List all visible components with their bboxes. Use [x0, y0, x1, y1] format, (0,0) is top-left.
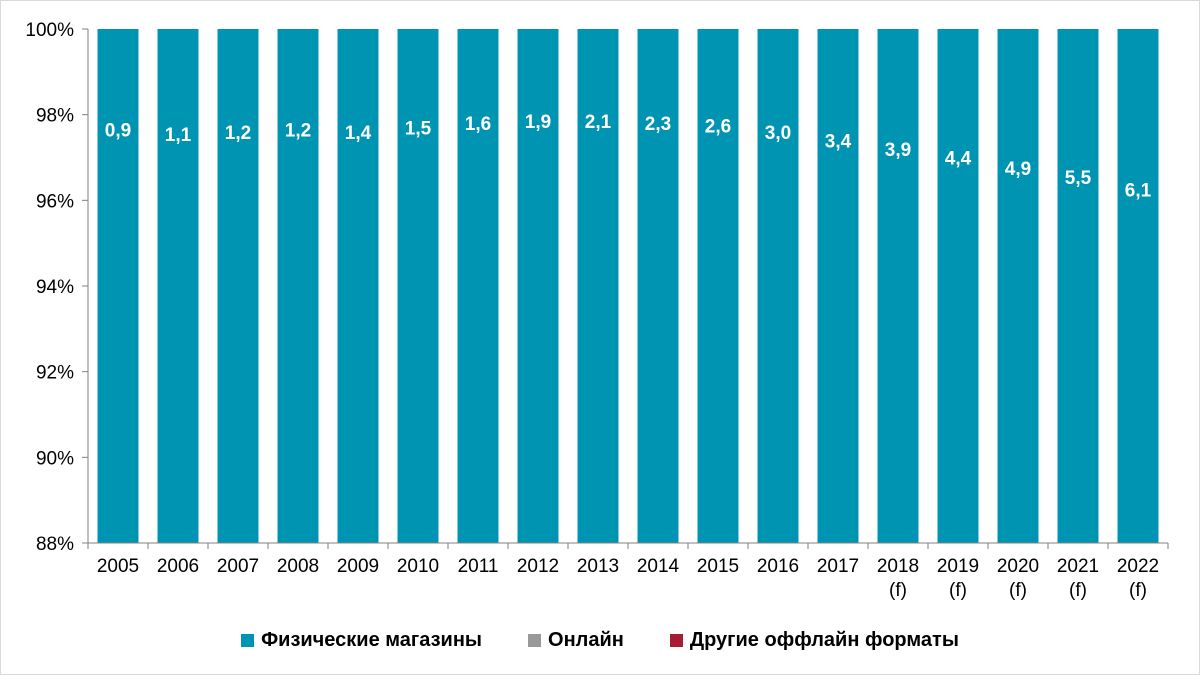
x-tick-label: 2010 [397, 556, 439, 577]
bar-segment-physical [337, 29, 379, 543]
data-label: 2,6 [705, 116, 731, 137]
data-label: 2,3 [645, 114, 671, 135]
x-tick-label: 2006 [157, 556, 199, 577]
bar-segment-physical [817, 29, 859, 543]
data-label: 1,6 [465, 114, 491, 135]
data-label: 2,1 [585, 112, 612, 133]
y-tick-label: 90% [36, 448, 74, 469]
x-tick-label: 2022 [1117, 556, 1159, 577]
bar-segment-physical [397, 29, 439, 543]
bar-segment-physical [697, 29, 739, 543]
legend-label-physical: Физические магазины [261, 628, 483, 651]
bar-segment-physical [517, 29, 559, 543]
x-tick-label: 2011 [458, 556, 499, 577]
bar-segment-physical [577, 29, 619, 543]
y-tick-label: 88% [36, 534, 74, 555]
data-label: 1,5 [405, 119, 432, 140]
x-tick-label: (f) [1069, 580, 1087, 601]
legend-label-online: Онлайн [548, 628, 624, 651]
y-tick-label: 98% [36, 106, 74, 127]
data-label: 4,4 [945, 149, 972, 170]
x-tick-label: 2005 [97, 556, 139, 577]
bar-segment-physical [457, 29, 499, 543]
legend-item-online: Онлайн [528, 629, 624, 652]
legend-swatch-physical [241, 633, 255, 647]
data-label: 1,9 [525, 112, 551, 133]
x-tick-label: 2008 [277, 556, 319, 577]
bars-group [97, 29, 1159, 543]
x-tick-label: 2019 [937, 556, 979, 577]
bar-segment-physical [1117, 29, 1159, 543]
y-tick-label: 92% [36, 363, 74, 384]
y-tick-label: 94% [36, 277, 74, 298]
legend: Физические магазины Онлайн Другие оффлай… [0, 622, 1200, 658]
x-tick-label: 2007 [217, 556, 259, 577]
x-tick-label: 2021 [1057, 556, 1099, 577]
data-label: 1,1 [165, 125, 192, 146]
bar-segment-physical [217, 29, 259, 543]
data-label: 0,9 [105, 121, 131, 142]
bar-segment-physical [1057, 29, 1099, 543]
stacked-bar-chart: 2005 2006 2007 2008 2009 2010 2011 2012 2013 2014… [25, 20, 1169, 601]
bar-segment-physical [97, 29, 139, 543]
x-tick-label: (f) [1129, 580, 1147, 601]
legend-label-other-offline: Другие оффлайн форматы [689, 628, 959, 651]
y-tick-label: 100% [25, 20, 74, 41]
x-tick-label: 2014 [637, 556, 680, 577]
legend-swatch-online [528, 633, 542, 647]
x-tick-label: 2018 [877, 556, 919, 577]
bar-segment-physical [277, 29, 319, 543]
x-tick-label: (f) [1009, 580, 1027, 601]
data-label: 3,9 [885, 140, 911, 161]
data-label: 5,5 [1065, 168, 1092, 189]
x-tick-label: (f) [889, 580, 907, 601]
x-tick-label: 2017 [817, 556, 859, 577]
legend-item-other-offline: Другие оффлайн форматы [669, 628, 959, 652]
x-tick-label: 2013 [577, 556, 619, 577]
data-label: 3,4 [825, 131, 852, 152]
bar-segment-physical [757, 29, 799, 543]
bar-segment-physical [997, 29, 1039, 543]
axes-group: 2005 2006 2007 2008 2009 2010 2011 2012 2013 2014… [25, 20, 1169, 601]
bar-segment-physical [637, 29, 679, 543]
data-label: 1,2 [225, 123, 251, 144]
x-tick-label: (f) [949, 580, 967, 601]
x-tick-label: 2009 [337, 556, 379, 577]
labels-group: 0,9 1,1 1,2 1,2 1,4 1,5 1,6 1,9 2,1 2,3 2,6 3,0 3,4 3… [105, 112, 1152, 202]
x-tick-label: 2016 [757, 556, 799, 577]
x-tick-label: 2020 [997, 556, 1039, 577]
data-label: 1,2 [285, 121, 311, 142]
bar-segment-physical [877, 29, 919, 543]
x-tick-label: 2012 [517, 556, 559, 577]
data-label: 4,9 [1005, 159, 1031, 180]
legend-item-physical: Физические магазины [241, 629, 482, 652]
data-label: 1,4 [345, 123, 372, 144]
bar-segment-physical [937, 29, 979, 543]
bar-segment-physical [157, 29, 199, 543]
x-tick-label: 2015 [697, 556, 739, 577]
data-label: 3,0 [765, 123, 791, 144]
legend-swatch-other-offline [669, 633, 683, 647]
y-tick-label: 96% [36, 191, 74, 212]
data-label: 6,1 [1125, 181, 1152, 202]
